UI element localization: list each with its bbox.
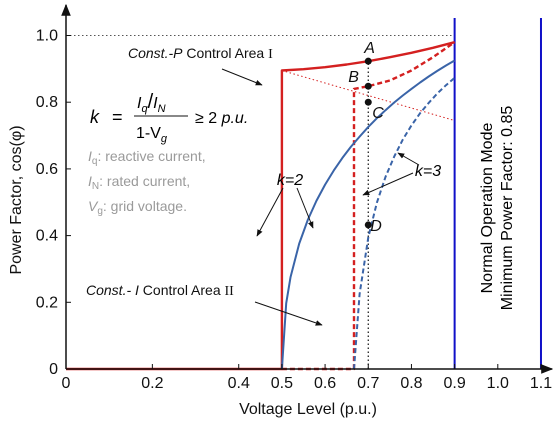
legend-in: IN: rated current, [88,173,190,192]
legend-iq: Iq: reactive current, [88,148,206,167]
area1-label: Const.-P Control Area I [128,45,273,62]
y-tick-label: 0.8 [36,94,58,111]
x-axis-title: Voltage Level (p.u.) [239,401,377,418]
area1-text: Control Area [186,45,264,61]
legend-vg: Vg: grid voltage. [88,198,187,217]
ineq-unit: p.u. [221,110,249,127]
area2-arrow [255,302,322,325]
y-tick-label: 0.2 [36,294,58,311]
x-tick-label: 1.0 [487,375,509,392]
x-tick-label: 0.5 [271,375,293,392]
x-tick-label: 0.9 [443,375,465,392]
area2-text: Control Area [143,282,221,298]
area1-arrow [222,69,262,85]
area1-prefix: Const.-P [128,45,183,61]
k-formula: k = Iq/IN 1-Vg ≥ 2 p.u. [90,91,248,145]
k2-arrow-left [257,188,283,236]
x-tick-label: 0 [62,375,71,392]
y-tick-label: 0.6 [36,161,58,178]
y-tick-label: 1.0 [36,28,58,45]
y-tick-label: 0 [49,361,58,378]
x-tick-label: 0.7 [357,375,379,392]
point-label-A: A [363,40,375,57]
den-1v: 1-V [136,125,161,142]
equals-sign: = [112,107,123,127]
k3-label: k=3 [415,163,441,180]
area2-label: Const.- I Control Area II [86,282,234,299]
area2-roman: II [225,284,235,299]
normal-mode-line2: Minimum Power Factor: 0.85 [499,106,516,311]
x-tick-label: 0.4 [228,375,250,392]
k2-arrow-right [297,188,313,228]
k3-arrow-left [363,173,413,195]
x-tick-label: 1.1 [530,375,552,392]
variable-legend: Iq: reactive current, IN: rated current,… [88,148,206,217]
k2-label: k=2 [277,172,303,189]
point-label-D: D [370,218,382,235]
area1-roman: I [268,47,273,62]
fraction-denominator: 1-Vg [136,125,168,145]
point-marker-C [365,99,372,106]
point-label-C: C [372,105,384,122]
point-label-B: B [348,69,359,86]
reference-lines [66,18,541,369]
inequality: ≥ 2 p.u. [195,110,248,127]
num-in-sub: N [158,103,166,115]
k-symbol: k [90,107,100,127]
fraction-numerator: Iq/IN [137,91,166,115]
point-marker-A [365,58,372,65]
k3-arrow-right [398,153,419,165]
x-tick-label: 0.2 [141,375,163,392]
point-marker-B [365,83,372,90]
den-g-sub: g [161,133,168,145]
ineq-value: ≥ 2 [195,110,217,127]
y-tick-label: 0.4 [36,228,58,245]
x-tick-label: 0.8 [400,375,422,392]
y-axis-title: Power Factor, cos(φ) [8,125,25,274]
x-tick-label: 0.6 [314,375,336,392]
normal-mode-line1: Normal Operation Mode [479,123,496,294]
area2-prefix: Const.- I [86,282,139,298]
